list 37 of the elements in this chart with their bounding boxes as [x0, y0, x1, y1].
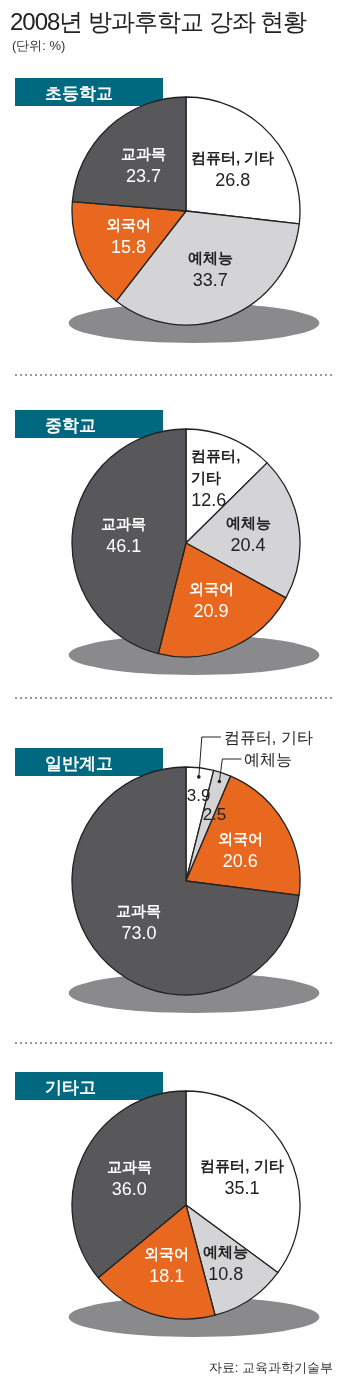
slice-label: 컴퓨터, 기타: [191, 149, 275, 167]
data-label: 36.0: [111, 1179, 147, 1200]
data-label: 35.1: [224, 1177, 260, 1198]
slice-label: 컴퓨터, 기타: [200, 1156, 284, 1174]
data-label: 46.1: [106, 536, 142, 557]
slice-label: 예체능: [203, 1243, 249, 1261]
slice-label: 컴퓨터, 기타: [191, 446, 241, 486]
slice-label: 교과목: [121, 144, 167, 162]
slice-label: 외국어: [217, 829, 263, 847]
data-label: 20.6: [222, 850, 258, 871]
slice-label: 예체능: [225, 514, 271, 532]
data-label: 12.6: [191, 489, 227, 510]
chart-subtitle: 초등학교: [45, 84, 113, 103]
text: 일반계고: [45, 754, 113, 773]
slice-label: 예체능: [187, 248, 233, 266]
text: (단위: %): [12, 38, 66, 53]
slice-label: 예체능: [244, 751, 293, 768]
slice-label: 외국어: [144, 1244, 190, 1262]
slice-label: 교과목: [101, 515, 147, 533]
data-label: 15.8: [111, 237, 147, 258]
slice-label: 외국어: [106, 216, 152, 234]
data-label: 20.4: [230, 535, 266, 556]
slice-label: 교과목: [106, 1158, 152, 1176]
data-label: 18.1: [149, 1265, 185, 1286]
data-label: 23.7: [125, 165, 162, 186]
slice-label: 컴퓨터, 기타: [223, 729, 313, 746]
data-label: 33.7: [192, 269, 228, 290]
chart-subtitle: 중학교: [45, 416, 96, 435]
data-label: 20.9: [193, 601, 229, 622]
data-label: 26.8: [215, 170, 251, 191]
data-label: 10.8: [208, 1264, 244, 1285]
text: 자료: 교육과학기술부: [208, 1360, 333, 1375]
slice-label: 외국어: [188, 580, 234, 598]
slice-label: 교과목: [116, 902, 162, 920]
chart-subtitle: 기타고: [45, 1078, 96, 1097]
chart-title: 2008년 방과후학교 강좌 현황: [10, 8, 308, 35]
data-label: 73.0: [121, 923, 157, 944]
